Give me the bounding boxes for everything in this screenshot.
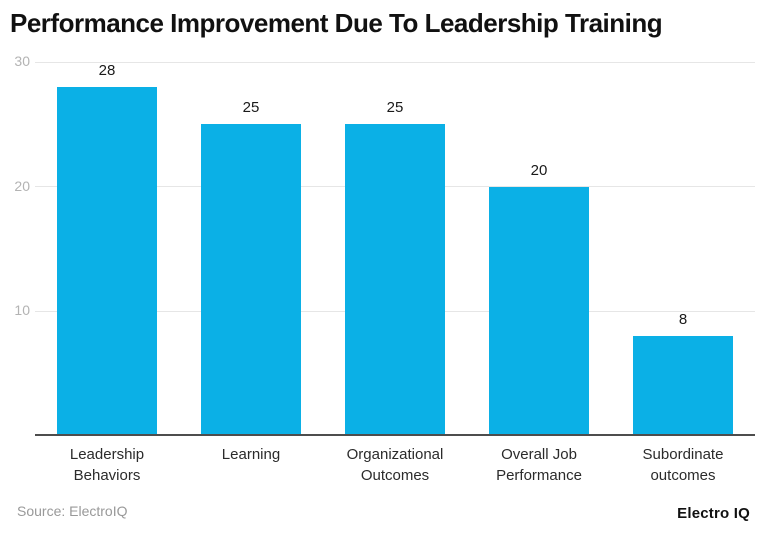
x-axis-category-label: Overall Job Performance bbox=[496, 446, 582, 484]
x-axis-line bbox=[35, 434, 755, 436]
chart-title: Performance Improvement Due To Leadershi… bbox=[10, 8, 663, 38]
source-note: Source: ElectroIQ bbox=[17, 503, 128, 519]
bar-4 bbox=[489, 186, 589, 436]
brand-logo: Electro IQ bbox=[677, 505, 750, 522]
bar-5 bbox=[633, 336, 733, 436]
bar-2 bbox=[201, 124, 301, 436]
bar-3 bbox=[345, 124, 445, 436]
bar-value-label: 28 bbox=[98, 61, 116, 79]
bar-value-label: 25 bbox=[386, 99, 404, 117]
x-axis-category-label: Organizational Outcomes bbox=[346, 446, 444, 484]
y-axis-tick-label: 30 bbox=[14, 53, 30, 69]
bar-value-label: 20 bbox=[530, 161, 548, 179]
bar-value-label: 8 bbox=[678, 311, 688, 329]
x-axis-category-label: Leadership Behaviors bbox=[69, 446, 145, 484]
x-axis-category-label: Subordinate outcomes bbox=[642, 446, 724, 484]
gridline-30 bbox=[35, 61, 755, 63]
bar-value-label: 25 bbox=[242, 99, 260, 117]
y-axis-tick-label: 20 bbox=[14, 177, 30, 194]
y-axis-tick-label: 10 bbox=[14, 302, 30, 319]
x-axis-category-label: Learning bbox=[221, 446, 281, 463]
bar-1 bbox=[57, 86, 157, 436]
